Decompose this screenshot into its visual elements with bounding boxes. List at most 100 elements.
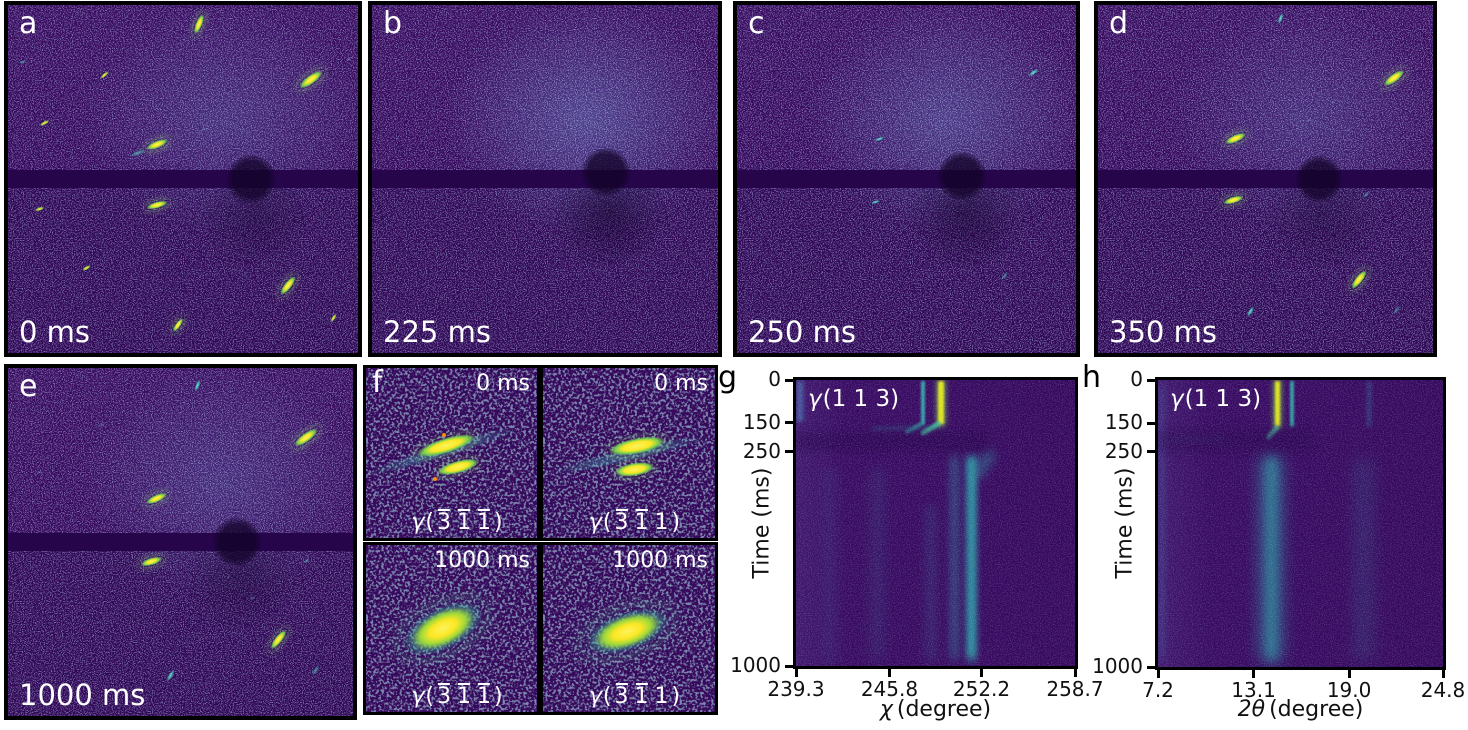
- panel-letter: a: [19, 6, 38, 41]
- g-x-axis-label-text: (degree): [896, 697, 992, 722]
- y-tick-label: 0: [1130, 367, 1143, 391]
- x-tick-mark: [794, 669, 798, 677]
- annotation-gamma-113: γ(1 1 3): [808, 386, 900, 412]
- y-tick-mark: [785, 378, 793, 382]
- time-label: 1000 ms: [19, 678, 146, 712]
- x-tick-label: 245.8: [860, 677, 919, 701]
- time-label: 0 ms: [476, 371, 530, 396]
- h-y-axis-label-text: Time (ms): [1112, 467, 1138, 579]
- early-reflection-line: [1366, 380, 1371, 429]
- detector-panel-c: c 250 ms: [733, 1, 1080, 357]
- annotation-gamma-113: γ(1 1 3): [1170, 386, 1262, 412]
- y-tick-mark: [1147, 378, 1155, 382]
- early-reflection-line: [920, 380, 925, 426]
- y-tick-label: 250: [1104, 438, 1143, 463]
- h-x-axis-label: 2θ (degree): [1158, 697, 1443, 722]
- dark-transformation-gap: [796, 432, 988, 451]
- y-tick-mark: [785, 421, 793, 425]
- y-tick-label: 150: [1104, 410, 1143, 435]
- detector-panel-d: d 350 ms: [1094, 1, 1437, 357]
- early-reflection-line: [1275, 380, 1281, 429]
- y-tick-mark: [1147, 421, 1155, 425]
- miller-index-bar: 1: [634, 508, 649, 535]
- detector-panel-e: e 1000 ms: [4, 364, 357, 720]
- hot-pixel: [441, 433, 446, 438]
- zoom-panel-1: 0 ms γ(3 1 1) f: [363, 365, 540, 541]
- time-label: 250 ms: [748, 315, 856, 349]
- beamstop: [581, 148, 630, 197]
- gamma-reflection-label: γ(3 1 1): [411, 682, 503, 709]
- late-reflection-band: [949, 452, 959, 666]
- y-tick-label: 250: [742, 438, 781, 463]
- x-tick-mark: [980, 669, 984, 677]
- beamstop: [213, 518, 262, 566]
- chi-symbol: χ: [879, 697, 893, 722]
- recrystallized-spot: [575, 595, 680, 668]
- panel-letter: e: [19, 369, 38, 404]
- gamma-symbol: γ: [588, 509, 602, 535]
- detector-gap-stripe: [8, 170, 358, 189]
- panel-letter: c: [748, 6, 765, 41]
- gamma-symbol: γ: [588, 683, 602, 709]
- y-tick-label: 1000: [730, 653, 781, 677]
- y-tick-label: 150: [742, 409, 781, 434]
- miller-index-bar: 3: [436, 682, 451, 709]
- x-tick-label: 13.1: [1231, 678, 1276, 702]
- detector-panel-a: a 0 ms: [4, 1, 362, 357]
- beamstop: [938, 151, 987, 200]
- late-reflection-band: [1265, 453, 1277, 667]
- detector-gap-stripe: [8, 533, 353, 552]
- x-tick-label: 252.2: [952, 677, 1011, 701]
- x-tick-mark: [1073, 669, 1077, 677]
- gamma-symbol: γ: [411, 509, 425, 535]
- miller-index-bar: 1: [456, 508, 471, 535]
- beamstop: [227, 155, 276, 203]
- diffraction-streak: [433, 454, 484, 481]
- zoom-panel-4: 1000 ms γ(3 1 1): [540, 542, 718, 715]
- y-tick-mark: [1147, 450, 1155, 454]
- miller-index-bar: 1: [476, 508, 491, 535]
- x-tick-mark: [887, 669, 891, 677]
- miller-index-bar: 1: [456, 682, 471, 709]
- y-tick-mark: [785, 450, 793, 453]
- zoom-panel-2: 0 ms γ(3 1 1): [540, 365, 718, 541]
- x-tick-mark: [1441, 670, 1445, 678]
- x-tick-label: 239.3: [767, 677, 825, 701]
- y-tick-mark: [1147, 665, 1155, 669]
- two-theta-symbol: 2θ: [1237, 697, 1266, 722]
- g-x-axis-label: χ (degree): [796, 697, 1075, 722]
- x-tick-label: 19.0: [1326, 678, 1372, 702]
- y-tick-mark: [785, 664, 793, 668]
- early-reflection-line: [1159, 380, 1166, 667]
- y-tick-label: 1000: [1092, 654, 1143, 678]
- x-tick-mark: [1347, 670, 1351, 678]
- diffraction-spot: [34, 470, 44, 475]
- time-label: 0 ms: [654, 371, 708, 396]
- gamma-reflection-label: γ(3 1 1): [588, 682, 681, 709]
- time-label: 0 ms: [19, 315, 91, 349]
- early-reflection-line: [938, 380, 945, 426]
- x-tick-mark: [1156, 670, 1160, 678]
- late-reflection-band: [870, 465, 883, 666]
- late-reflection-band: [1354, 454, 1373, 667]
- gamma-symbol: γ: [1170, 386, 1184, 412]
- panel-letter: f: [372, 365, 383, 400]
- time-label: 1000 ms: [434, 548, 530, 573]
- x-tick-label: 258.7: [1046, 677, 1104, 701]
- panel-letter: b: [383, 6, 403, 41]
- detector-gap-stripe: [1098, 170, 1433, 189]
- x-tick-label: 24.8: [1420, 678, 1466, 702]
- miller-index-bar: 1: [476, 682, 491, 709]
- gamma-reflection-label: γ(3 1 1): [411, 508, 503, 535]
- late-reflection-band: [824, 465, 834, 666]
- miller-index: 1: [654, 509, 669, 535]
- late-reflection-band: [965, 452, 977, 666]
- miller-index-bar: 1: [634, 682, 649, 709]
- zoom-panel-3: 1000 ms γ(3 1 1): [363, 542, 540, 715]
- detector-panel-b: b 225 ms: [368, 1, 722, 357]
- time-label: 1000 ms: [612, 548, 708, 573]
- x-tick-mark: [1252, 670, 1256, 678]
- gamma-symbol: γ: [808, 386, 822, 412]
- time-label: 225 ms: [383, 315, 491, 349]
- detector-gap-stripe: [372, 170, 718, 189]
